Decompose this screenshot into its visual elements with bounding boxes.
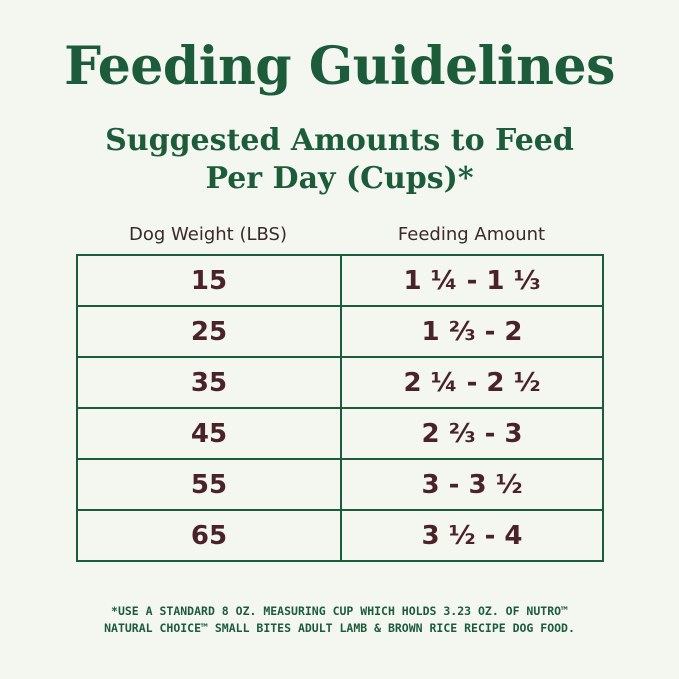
- amount-cell: 3 - 3 ½: [340, 458, 604, 511]
- amount-cell: 3 ½ - 4: [340, 509, 604, 562]
- subtitle-line-2: Per Day (Cups)*: [205, 161, 474, 196]
- amount-cell: 2 ⅔ - 3: [340, 407, 604, 460]
- footnote-line-1: *USE A STANDARD 8 OZ. MEASURING CUP WHIC…: [111, 604, 568, 618]
- weight-cell: 35: [76, 356, 342, 409]
- table-row: 45 2 ⅔ - 3: [76, 407, 604, 460]
- weight-cell: 45: [76, 407, 342, 460]
- weight-cell: 55: [76, 458, 342, 511]
- page-title: Feeding Guidelines: [64, 36, 615, 97]
- column-header-weight: Dog Weight (LBS): [129, 224, 287, 245]
- amount-cell: 1 ¼ - 1 ⅓: [340, 254, 604, 307]
- table-row: 55 3 - 3 ½: [76, 458, 604, 511]
- weight-cell: 25: [76, 305, 342, 358]
- table-row: 35 2 ¼ - 2 ½: [76, 356, 604, 409]
- subtitle: Suggested Amounts to Feed Per Day (Cups)…: [0, 122, 679, 198]
- amount-cell: 1 ⅔ - 2: [340, 305, 604, 358]
- weight-cell: 15: [76, 254, 342, 307]
- column-header-amount: Feeding Amount: [397, 224, 546, 245]
- amount-cell: 2 ¼ - 2 ½: [340, 356, 604, 409]
- subtitle-line-1: Suggested Amounts to Feed: [105, 123, 574, 158]
- weight-cell: 65: [76, 509, 342, 562]
- footnote-line-2: NATURAL CHOICE™ SMALL BITES ADULT LAMB &…: [104, 621, 575, 635]
- table-row: 15 1 ¼ - 1 ⅓: [76, 254, 604, 307]
- table-row: 25 1 ⅔ - 2: [76, 305, 604, 358]
- footnote: *USE A STANDARD 8 OZ. MEASURING CUP WHIC…: [0, 603, 679, 637]
- feeding-table: 15 1 ¼ - 1 ⅓ 25 1 ⅔ - 2 35 2 ¼ - 2 ½ 45 2 ⅔ …: [76, 254, 604, 562]
- table-row: 65 3 ½ - 4: [76, 509, 604, 562]
